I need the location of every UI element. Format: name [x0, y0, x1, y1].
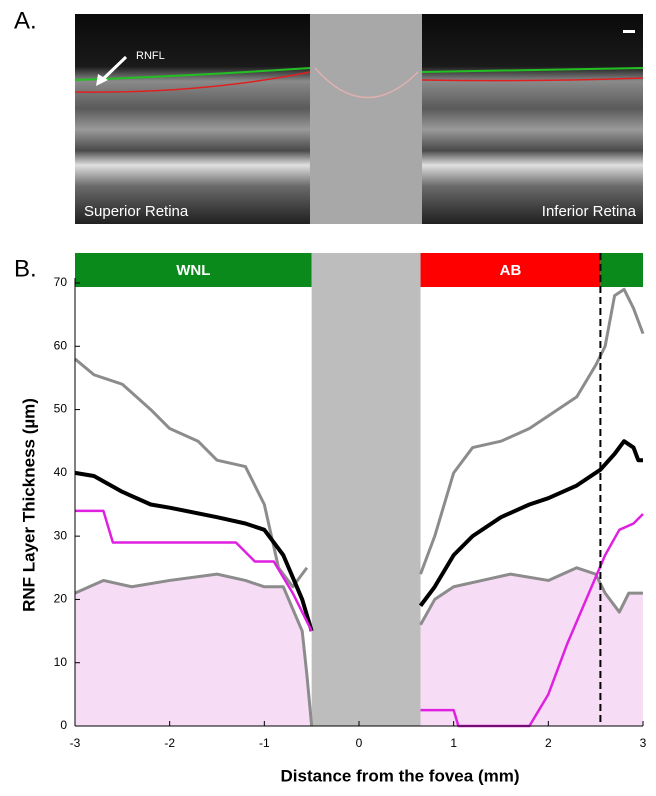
x-axis-label: Distance from the fovea (mm) [281, 766, 520, 785]
status-band [420, 253, 601, 287]
y-tick-label: 10 [54, 655, 68, 669]
x-tick-label: -2 [164, 736, 175, 750]
band-label: AB [500, 262, 522, 279]
y-tick-label: 30 [54, 528, 68, 542]
x-tick-label: 1 [450, 736, 457, 750]
y-tick-label: 60 [54, 338, 68, 352]
scale-bar [623, 30, 635, 33]
area-fill [420, 567, 643, 726]
series-line [74, 566, 643, 727]
series-line [74, 439, 643, 632]
status-band [600, 253, 643, 287]
y-axis-label: RNF Layer Thickness (µm) [19, 398, 38, 612]
fovea-region [311, 253, 421, 726]
rnfl-bottom [74, 71, 644, 93]
status-band [75, 253, 312, 287]
series-line [75, 509, 644, 728]
y-tick-label: 40 [54, 465, 68, 479]
annotation: RNFL [136, 50, 165, 62]
caption: Superior Retina [84, 203, 189, 220]
band-label: WNL [176, 262, 210, 279]
arrow-head [96, 74, 108, 86]
panel-label: A. [14, 7, 37, 34]
oct-image [74, 14, 644, 224]
panel-label: B. [14, 255, 37, 282]
x-tick-label: 2 [545, 736, 552, 750]
x-tick-label: -3 [70, 736, 81, 750]
y-tick-label: 20 [54, 592, 68, 606]
area-fill [75, 574, 312, 726]
caption: Inferior Retina [542, 203, 637, 220]
fovea-mask [310, 14, 422, 224]
x-tick-label: -1 [259, 736, 270, 750]
x-tick-label: 0 [356, 736, 363, 750]
fovea-curve [314, 67, 419, 99]
y-tick-label: 70 [54, 275, 68, 289]
x-tick-label: 3 [640, 736, 647, 750]
y-tick-label: 50 [54, 402, 68, 416]
y-tick-label: 0 [60, 718, 67, 732]
